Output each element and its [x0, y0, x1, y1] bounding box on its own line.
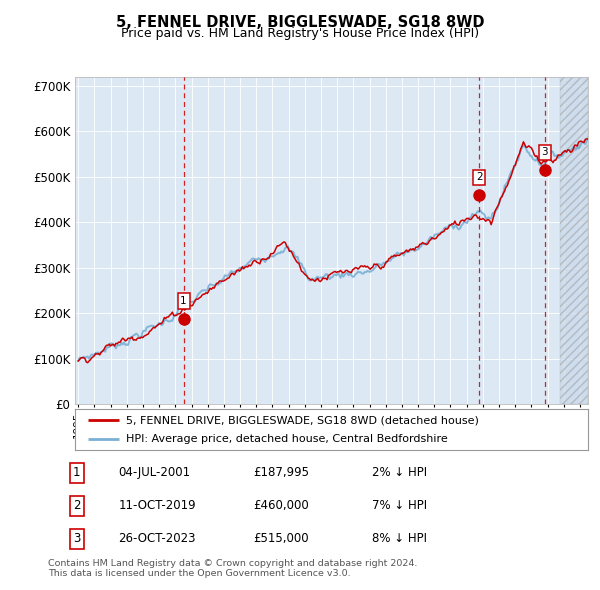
Bar: [560, 77, 588, 404]
Text: 5, FENNEL DRIVE, BIGGLESWADE, SG18 8WD (detached house): 5, FENNEL DRIVE, BIGGLESWADE, SG18 8WD (…: [127, 415, 479, 425]
Text: 04-JUL-2001: 04-JUL-2001: [118, 466, 190, 480]
Text: 2: 2: [73, 499, 80, 513]
Text: 26-OCT-2023: 26-OCT-2023: [118, 532, 196, 546]
Text: 3: 3: [541, 147, 548, 157]
Text: Contains HM Land Registry data © Crown copyright and database right 2024.: Contains HM Land Registry data © Crown c…: [48, 559, 418, 568]
Text: 8% ↓ HPI: 8% ↓ HPI: [372, 532, 427, 546]
Text: 1: 1: [73, 466, 80, 480]
Text: This data is licensed under the Open Government Licence v3.0.: This data is licensed under the Open Gov…: [48, 569, 350, 578]
Text: 2: 2: [476, 172, 482, 182]
Text: £187,995: £187,995: [253, 466, 309, 480]
Text: 1: 1: [180, 296, 187, 306]
Text: £460,000: £460,000: [253, 499, 309, 513]
Text: Price paid vs. HM Land Registry's House Price Index (HPI): Price paid vs. HM Land Registry's House …: [121, 27, 479, 40]
Text: 3: 3: [73, 532, 80, 546]
Text: £515,000: £515,000: [253, 532, 309, 546]
Text: 7% ↓ HPI: 7% ↓ HPI: [372, 499, 427, 513]
Text: 11-OCT-2019: 11-OCT-2019: [118, 499, 196, 513]
Text: HPI: Average price, detached house, Central Bedfordshire: HPI: Average price, detached house, Cent…: [127, 434, 448, 444]
Text: 5, FENNEL DRIVE, BIGGLESWADE, SG18 8WD: 5, FENNEL DRIVE, BIGGLESWADE, SG18 8WD: [116, 15, 484, 30]
Text: 2% ↓ HPI: 2% ↓ HPI: [372, 466, 427, 480]
